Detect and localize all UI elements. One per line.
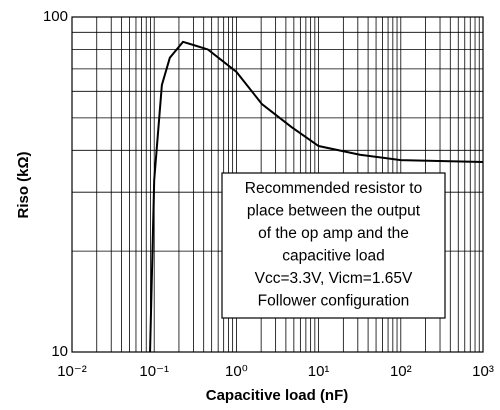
x-tick-label: 10³: [472, 363, 494, 380]
annotation-text: place between the output: [247, 203, 421, 220]
annotation-box: [221, 172, 446, 319]
annotation-text: Vcc=3.3V, Vicm=1.65V: [255, 270, 413, 287]
x-tick-label: 10²: [390, 363, 412, 380]
x-tick-label: 10⁻¹: [139, 363, 169, 380]
x-axis-label: Capacitive load (nF): [206, 387, 349, 404]
annotation-text: Follower configuration: [258, 293, 410, 310]
y-axis-label: Riso (kΩ): [15, 151, 32, 218]
x-tick-label: 10⁻²: [57, 363, 87, 380]
data-line: [149, 40, 484, 353]
x-tick-label: 10⁰: [225, 363, 248, 380]
x-tick-label: 10¹: [308, 363, 330, 380]
y-tick-label: 100: [43, 8, 68, 25]
plot-frame: [71, 16, 484, 353]
annotation-text: capacitive load: [282, 248, 385, 265]
y-tick-label: 10: [51, 343, 68, 360]
annotation-text: of the op amp and the: [258, 225, 409, 242]
annotation-text: Recommended resistor to: [245, 180, 422, 197]
